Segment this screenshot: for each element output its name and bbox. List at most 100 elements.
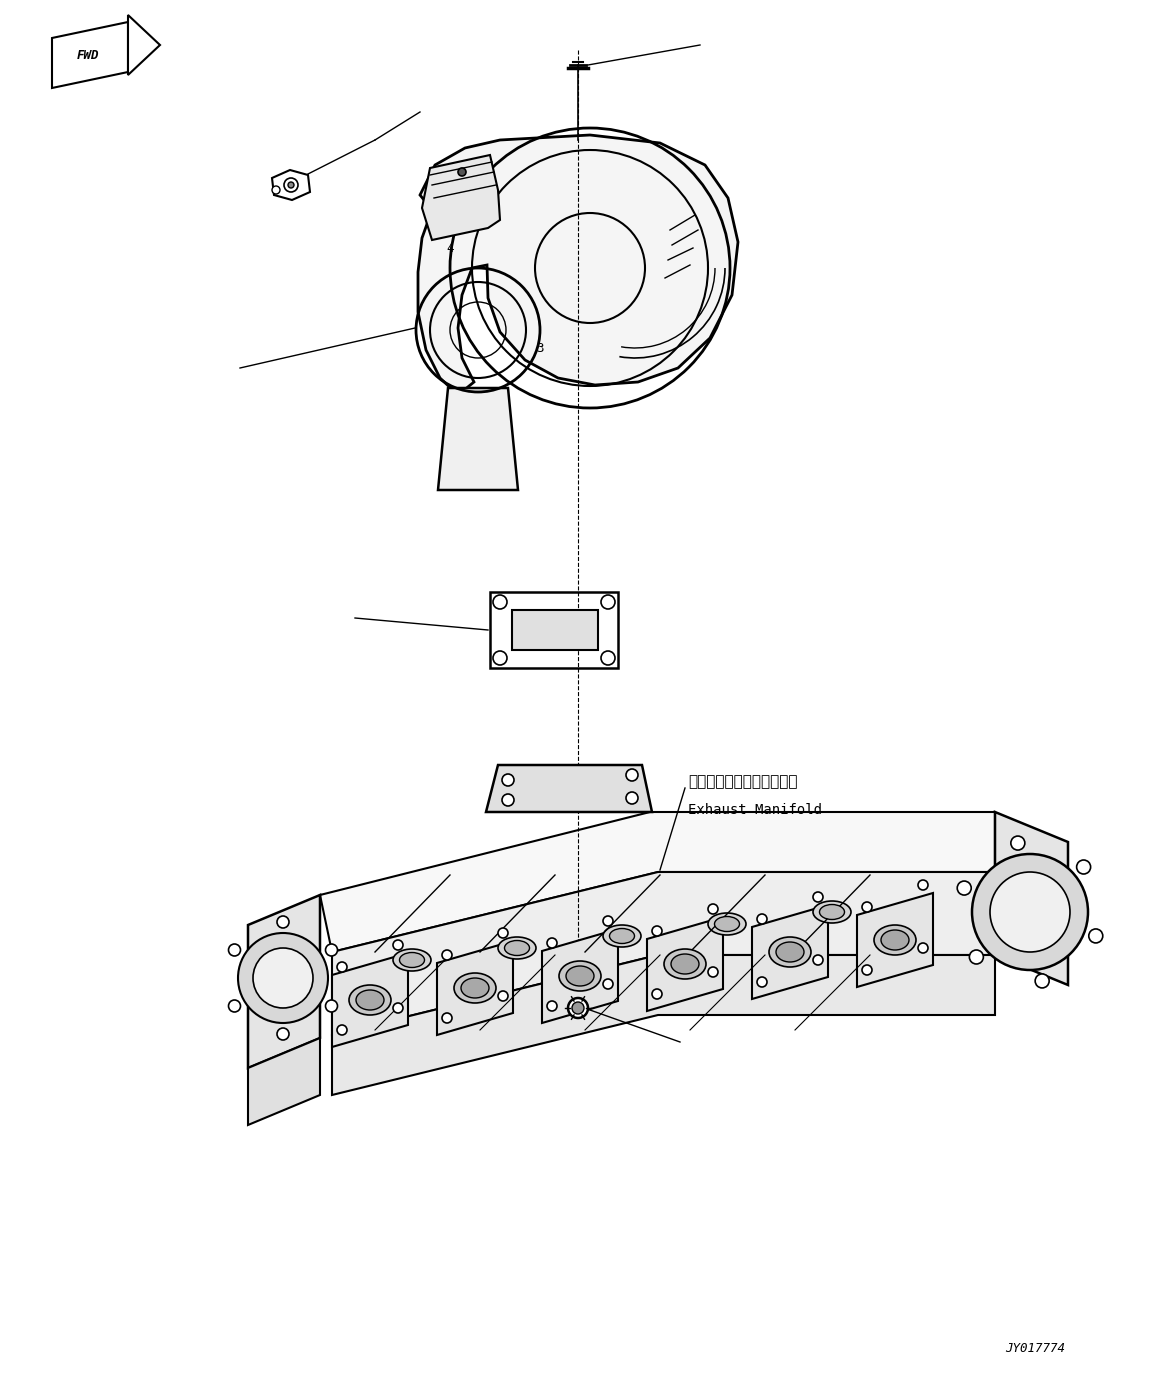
Ellipse shape: [356, 989, 384, 1010]
Circle shape: [272, 186, 280, 194]
Circle shape: [957, 881, 971, 894]
Circle shape: [572, 1002, 584, 1014]
Circle shape: [547, 1000, 557, 1011]
Text: 4: 4: [447, 242, 454, 255]
Ellipse shape: [393, 949, 431, 971]
Circle shape: [652, 989, 662, 999]
Polygon shape: [52, 22, 128, 88]
Polygon shape: [320, 812, 996, 952]
Circle shape: [757, 914, 768, 925]
Polygon shape: [331, 954, 408, 1047]
Polygon shape: [272, 171, 311, 200]
Polygon shape: [248, 1038, 320, 1126]
Circle shape: [502, 775, 514, 786]
Circle shape: [1077, 860, 1091, 874]
Ellipse shape: [602, 925, 641, 947]
Circle shape: [277, 1028, 288, 1040]
Ellipse shape: [769, 937, 811, 967]
Ellipse shape: [498, 937, 536, 959]
Ellipse shape: [671, 954, 699, 974]
Circle shape: [813, 955, 823, 965]
Text: FWD: FWD: [77, 48, 99, 62]
Ellipse shape: [559, 960, 601, 991]
Circle shape: [862, 965, 872, 976]
Circle shape: [918, 881, 928, 890]
Circle shape: [442, 1013, 452, 1022]
Polygon shape: [647, 916, 723, 1011]
Ellipse shape: [714, 916, 740, 932]
Circle shape: [288, 182, 294, 189]
Polygon shape: [422, 155, 500, 239]
Polygon shape: [542, 929, 618, 1022]
Circle shape: [393, 1003, 404, 1013]
Ellipse shape: [664, 949, 706, 978]
Circle shape: [626, 769, 638, 782]
Circle shape: [757, 977, 768, 987]
Circle shape: [493, 651, 507, 665]
Text: Exhaust Manifold: Exhaust Manifold: [688, 804, 822, 817]
Circle shape: [708, 967, 718, 977]
Ellipse shape: [813, 901, 851, 923]
Circle shape: [626, 793, 638, 804]
Circle shape: [1011, 837, 1025, 850]
Polygon shape: [438, 388, 518, 490]
Circle shape: [652, 926, 662, 936]
Ellipse shape: [820, 904, 844, 919]
Ellipse shape: [882, 930, 909, 949]
Circle shape: [601, 651, 615, 665]
Circle shape: [254, 948, 313, 1009]
Circle shape: [568, 998, 588, 1018]
Circle shape: [547, 938, 557, 948]
Circle shape: [393, 940, 404, 949]
Ellipse shape: [400, 952, 424, 967]
Circle shape: [602, 978, 613, 989]
Polygon shape: [331, 955, 996, 1095]
Circle shape: [326, 1000, 337, 1011]
Circle shape: [918, 943, 928, 954]
Text: 3: 3: [536, 341, 544, 355]
Circle shape: [442, 949, 452, 960]
Polygon shape: [512, 610, 598, 649]
Circle shape: [337, 962, 347, 971]
Polygon shape: [752, 905, 828, 999]
Circle shape: [972, 854, 1089, 970]
Circle shape: [1089, 929, 1103, 943]
Circle shape: [498, 991, 508, 1000]
Text: JY017774: JY017774: [1005, 1342, 1065, 1354]
Polygon shape: [490, 592, 618, 667]
Circle shape: [862, 903, 872, 912]
Ellipse shape: [609, 929, 635, 944]
Circle shape: [498, 927, 508, 938]
Circle shape: [458, 168, 466, 176]
Polygon shape: [437, 941, 513, 1035]
Circle shape: [813, 892, 823, 903]
Circle shape: [990, 872, 1070, 952]
Circle shape: [502, 794, 514, 806]
Polygon shape: [996, 812, 1068, 985]
Circle shape: [602, 916, 613, 926]
Polygon shape: [248, 894, 320, 1068]
Circle shape: [326, 944, 337, 956]
Ellipse shape: [505, 941, 529, 955]
Ellipse shape: [708, 914, 745, 936]
Ellipse shape: [349, 985, 391, 1015]
Circle shape: [228, 944, 241, 956]
Circle shape: [601, 594, 615, 610]
Circle shape: [277, 916, 288, 927]
Circle shape: [337, 1025, 347, 1035]
Polygon shape: [331, 872, 996, 1035]
Text: エキゾーストマニホールド: エキゾーストマニホールド: [688, 775, 798, 790]
Ellipse shape: [776, 943, 804, 962]
Circle shape: [1035, 974, 1049, 988]
Circle shape: [708, 904, 718, 914]
Circle shape: [970, 949, 984, 965]
Ellipse shape: [566, 966, 594, 987]
Polygon shape: [128, 15, 160, 76]
Polygon shape: [486, 765, 652, 812]
Circle shape: [493, 594, 507, 610]
Ellipse shape: [875, 925, 916, 955]
Circle shape: [228, 1000, 241, 1011]
Circle shape: [238, 933, 328, 1022]
Ellipse shape: [461, 978, 488, 998]
Ellipse shape: [454, 973, 495, 1003]
